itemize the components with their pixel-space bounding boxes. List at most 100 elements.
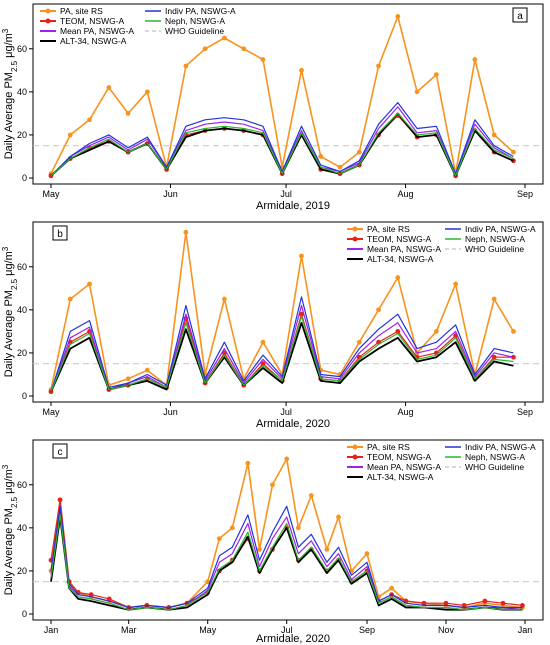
data-point [414, 89, 420, 95]
legend-item: WHO Guideline [445, 244, 524, 254]
svg-text:Indiv PA, NSWG-A: Indiv PA, NSWG-A [465, 224, 536, 234]
x-tick-label: Sep [359, 625, 375, 635]
x-tick-label: Aug [398, 407, 414, 417]
svg-text:Mean PA, NSWG-A: Mean PA, NSWG-A [367, 462, 441, 472]
data-point [453, 281, 459, 287]
legend-item: Mean PA, NSWG-A [347, 244, 441, 254]
y-axis-label: Daily Average PM2.5 μg/m3 [1, 464, 19, 595]
legend-item: ALT-34, NSWG-A [40, 36, 127, 46]
chart-panel-a: Daily Average PM2.5 μg/m3 Armidale, 2019… [1, 3, 544, 212]
legend-item: Mean PA, NSWG-A [347, 462, 441, 472]
y-tick-label: 60 [17, 44, 27, 54]
legend-item: ALT-34, NSWG-A [347, 254, 434, 264]
panel-label: c [58, 447, 63, 458]
data-point [125, 376, 131, 382]
x-tick-label: Nov [438, 625, 455, 635]
panel-label-box [52, 443, 68, 459]
data-point [299, 67, 304, 73]
legend-item: PA, site RS [347, 442, 410, 452]
data-point [299, 253, 304, 259]
panel-label: b [57, 229, 63, 240]
series-line [50, 101, 514, 177]
series-line [50, 516, 523, 611]
data-point [106, 85, 112, 90]
legend-item: Indiv PA, NSWG-A [145, 6, 236, 16]
data-point [482, 598, 488, 604]
x-tick-label: Jan [44, 625, 59, 635]
data-point [511, 149, 516, 155]
data-point [421, 600, 427, 606]
data-point [324, 546, 330, 552]
data-point [88, 592, 94, 598]
data-point [395, 14, 401, 19]
panel-label: a [517, 11, 523, 22]
svg-text:TEOM, NSWG-A: TEOM, NSWG-A [367, 452, 432, 462]
data-point [125, 110, 131, 116]
data-point [183, 63, 189, 69]
data-point [364, 551, 370, 557]
legend-item: PA, site RS [347, 224, 410, 234]
data-point [144, 89, 150, 95]
legend-item: Indiv PA, NSWG-A [445, 224, 536, 234]
y-tick-label: 60 [17, 262, 27, 272]
svg-text:ALT-34, NSWG-A: ALT-34, NSWG-A [367, 254, 434, 264]
svg-text:TEOM, NSWG-A: TEOM, NSWG-A [367, 234, 432, 244]
series-line [50, 514, 523, 611]
legend-item: Neph, NSWG-A [445, 234, 525, 244]
data-point [511, 354, 516, 360]
x-tick-label: Jul [281, 625, 293, 635]
legend-item: TEOM, NSWG-A [40, 16, 125, 26]
x-tick-label: Mar [121, 625, 137, 635]
data-point [500, 600, 506, 606]
x-axis-label: Armidale, 2020 [256, 418, 330, 430]
svg-text:Neph, NSWG-A: Neph, NSWG-A [465, 234, 525, 244]
data-point [356, 149, 362, 155]
data-point [202, 46, 208, 52]
svg-text:PA, site RS: PA, site RS [60, 6, 103, 16]
plot-frame [32, 221, 544, 403]
legend-item: PA, site RS [40, 6, 103, 16]
data-point [337, 164, 343, 170]
series-line [50, 458, 523, 609]
data-point [229, 525, 235, 531]
x-axis-label: Armidale, 2020 [256, 633, 330, 645]
data-point [260, 339, 266, 345]
x-tick-label: May [42, 407, 60, 417]
data-point [389, 585, 395, 591]
series-line [50, 315, 514, 392]
y-axis-label: Daily Average PM2.5 μg/m3 [1, 28, 19, 159]
data-point [67, 296, 73, 302]
data-point [461, 602, 467, 608]
legend-item: TEOM, NSWG-A [347, 234, 432, 244]
x-tick-label: Jan [518, 625, 533, 635]
svg-text:ALT-34, NSWG-A: ALT-34, NSWG-A [60, 36, 127, 46]
plot-frame [32, 439, 544, 621]
data-point [356, 339, 362, 345]
data-point [216, 536, 222, 542]
legend-item: ALT-34, NSWG-A [347, 472, 434, 482]
data-point [183, 229, 189, 235]
x-axis-label: Armidale, 2019 [256, 200, 330, 212]
x-tick-label: Aug [398, 189, 414, 199]
data-point [472, 57, 478, 62]
data-point [299, 311, 304, 317]
y-tick-label: 20 [17, 348, 27, 358]
legend-item: Mean PA, NSWG-A [40, 26, 134, 36]
svg-text:Mean PA, NSWG-A: Mean PA, NSWG-A [60, 26, 134, 36]
legend-item: Neph, NSWG-A [145, 16, 225, 26]
chart-panel-b: Daily Average PM2.5 μg/m3 Armidale, 2020… [1, 221, 544, 430]
data-point [144, 367, 150, 373]
legend-item: WHO Guideline [445, 462, 524, 472]
legend-item: Neph, NSWG-A [445, 452, 525, 462]
y-tick-label: 40 [17, 87, 27, 97]
series-line [50, 296, 514, 392]
data-point [491, 296, 497, 302]
data-point [376, 63, 381, 69]
y-tick-label: 20 [17, 130, 27, 140]
legend: PA, site RS TEOM, NSWG-A Mean PA, NSWG-A… [347, 224, 536, 264]
data-point [87, 281, 92, 287]
y-tick-label: 0 [22, 609, 27, 619]
svg-text:WHO Guideline: WHO Guideline [165, 26, 224, 36]
y-axis-label: Daily Average PM2.5 μg/m3 [1, 246, 19, 377]
